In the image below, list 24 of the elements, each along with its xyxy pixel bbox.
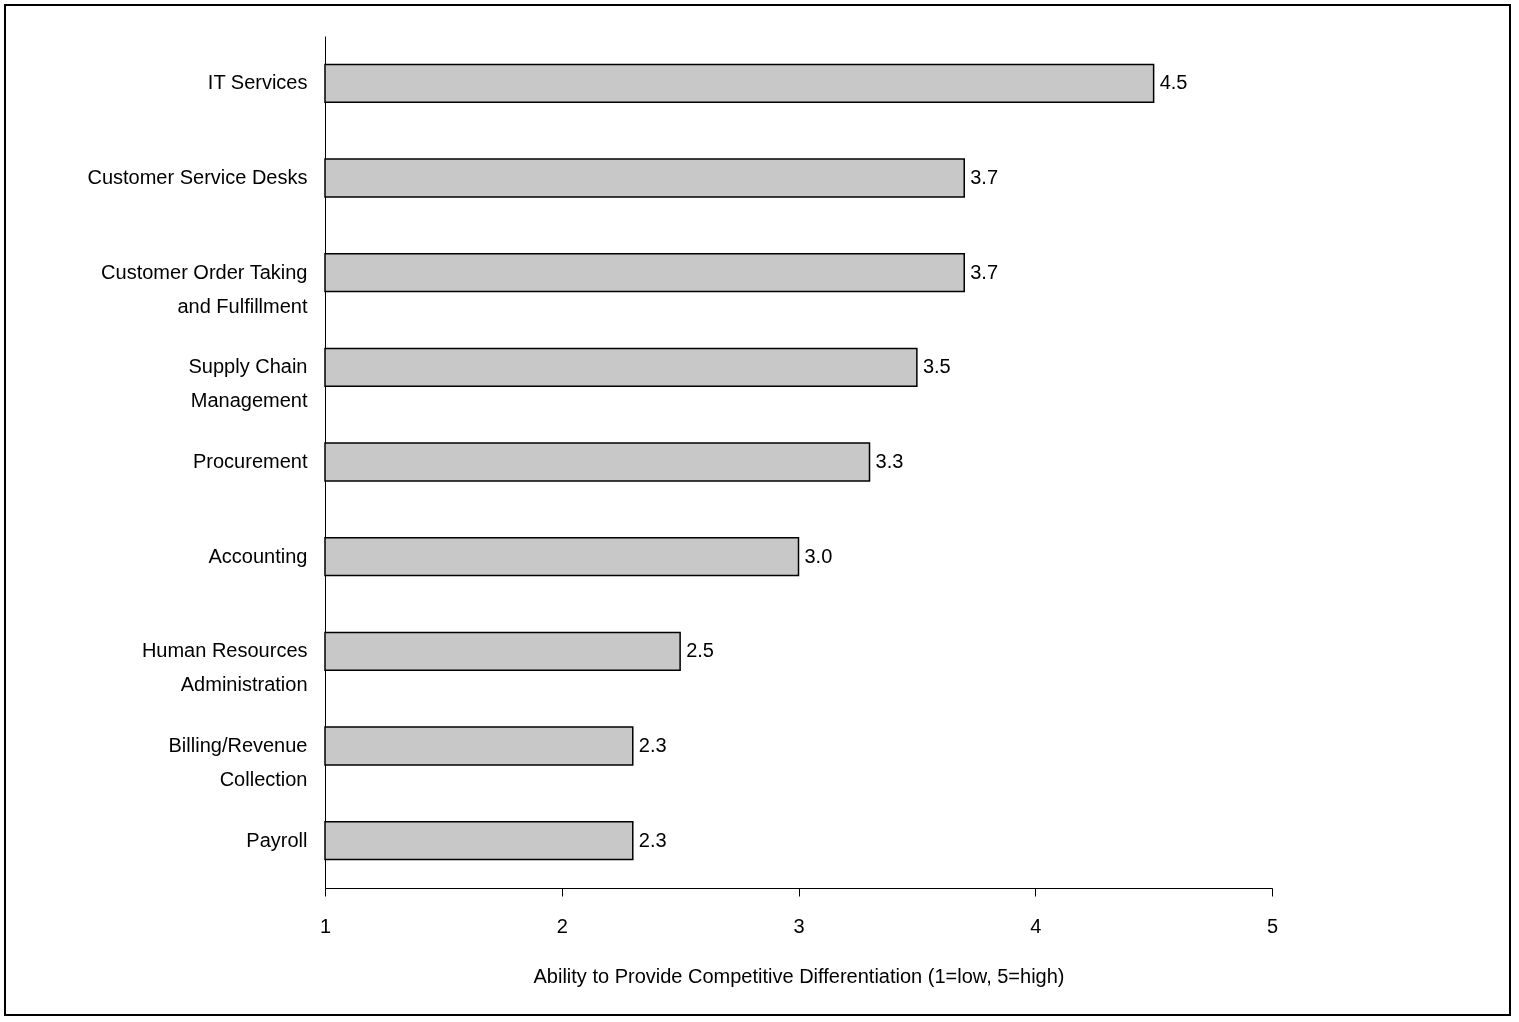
data-label: 3.5: [922, 355, 951, 378]
y-tick-label: Payroll: [246, 828, 308, 851]
data-label: 2.3: [638, 734, 667, 756]
x-tick-label: 5: [1266, 914, 1279, 937]
y-tick-label: Supply Chain Management: [188, 355, 308, 412]
data-label: 3.7: [970, 260, 999, 283]
data-label: 2.5: [686, 639, 714, 662]
x-tick-label: 4: [1030, 914, 1042, 937]
data-label: 3.3: [875, 450, 904, 472]
data-label: 3.0: [804, 544, 833, 567]
y-tick-label: Billing/Revenue Collection: [168, 734, 308, 790]
data-label: 2.3: [638, 828, 667, 851]
x-tick-label: 2: [556, 914, 568, 937]
x-tick-label: 1: [319, 914, 332, 937]
y-tick-label: Human Resources Administration: [141, 639, 308, 696]
data-label: 3.7: [970, 166, 999, 188]
x-tick-label: 3: [793, 914, 805, 937]
y-tick-label: Customer Service Desks: [87, 166, 308, 188]
y-tick-label: IT Services: [207, 71, 308, 94]
y-tick-label: Accounting: [208, 544, 308, 567]
y-tick-label: Procurement: [193, 450, 308, 472]
x-axis-title: Ability to Provide Competitive Differentiation (1=low, 5=high): [533, 964, 1065, 987]
data-label: 4.5: [1159, 71, 1188, 94]
y-tick-label: Customer Order Taking and Fulfillment: [101, 260, 308, 317]
